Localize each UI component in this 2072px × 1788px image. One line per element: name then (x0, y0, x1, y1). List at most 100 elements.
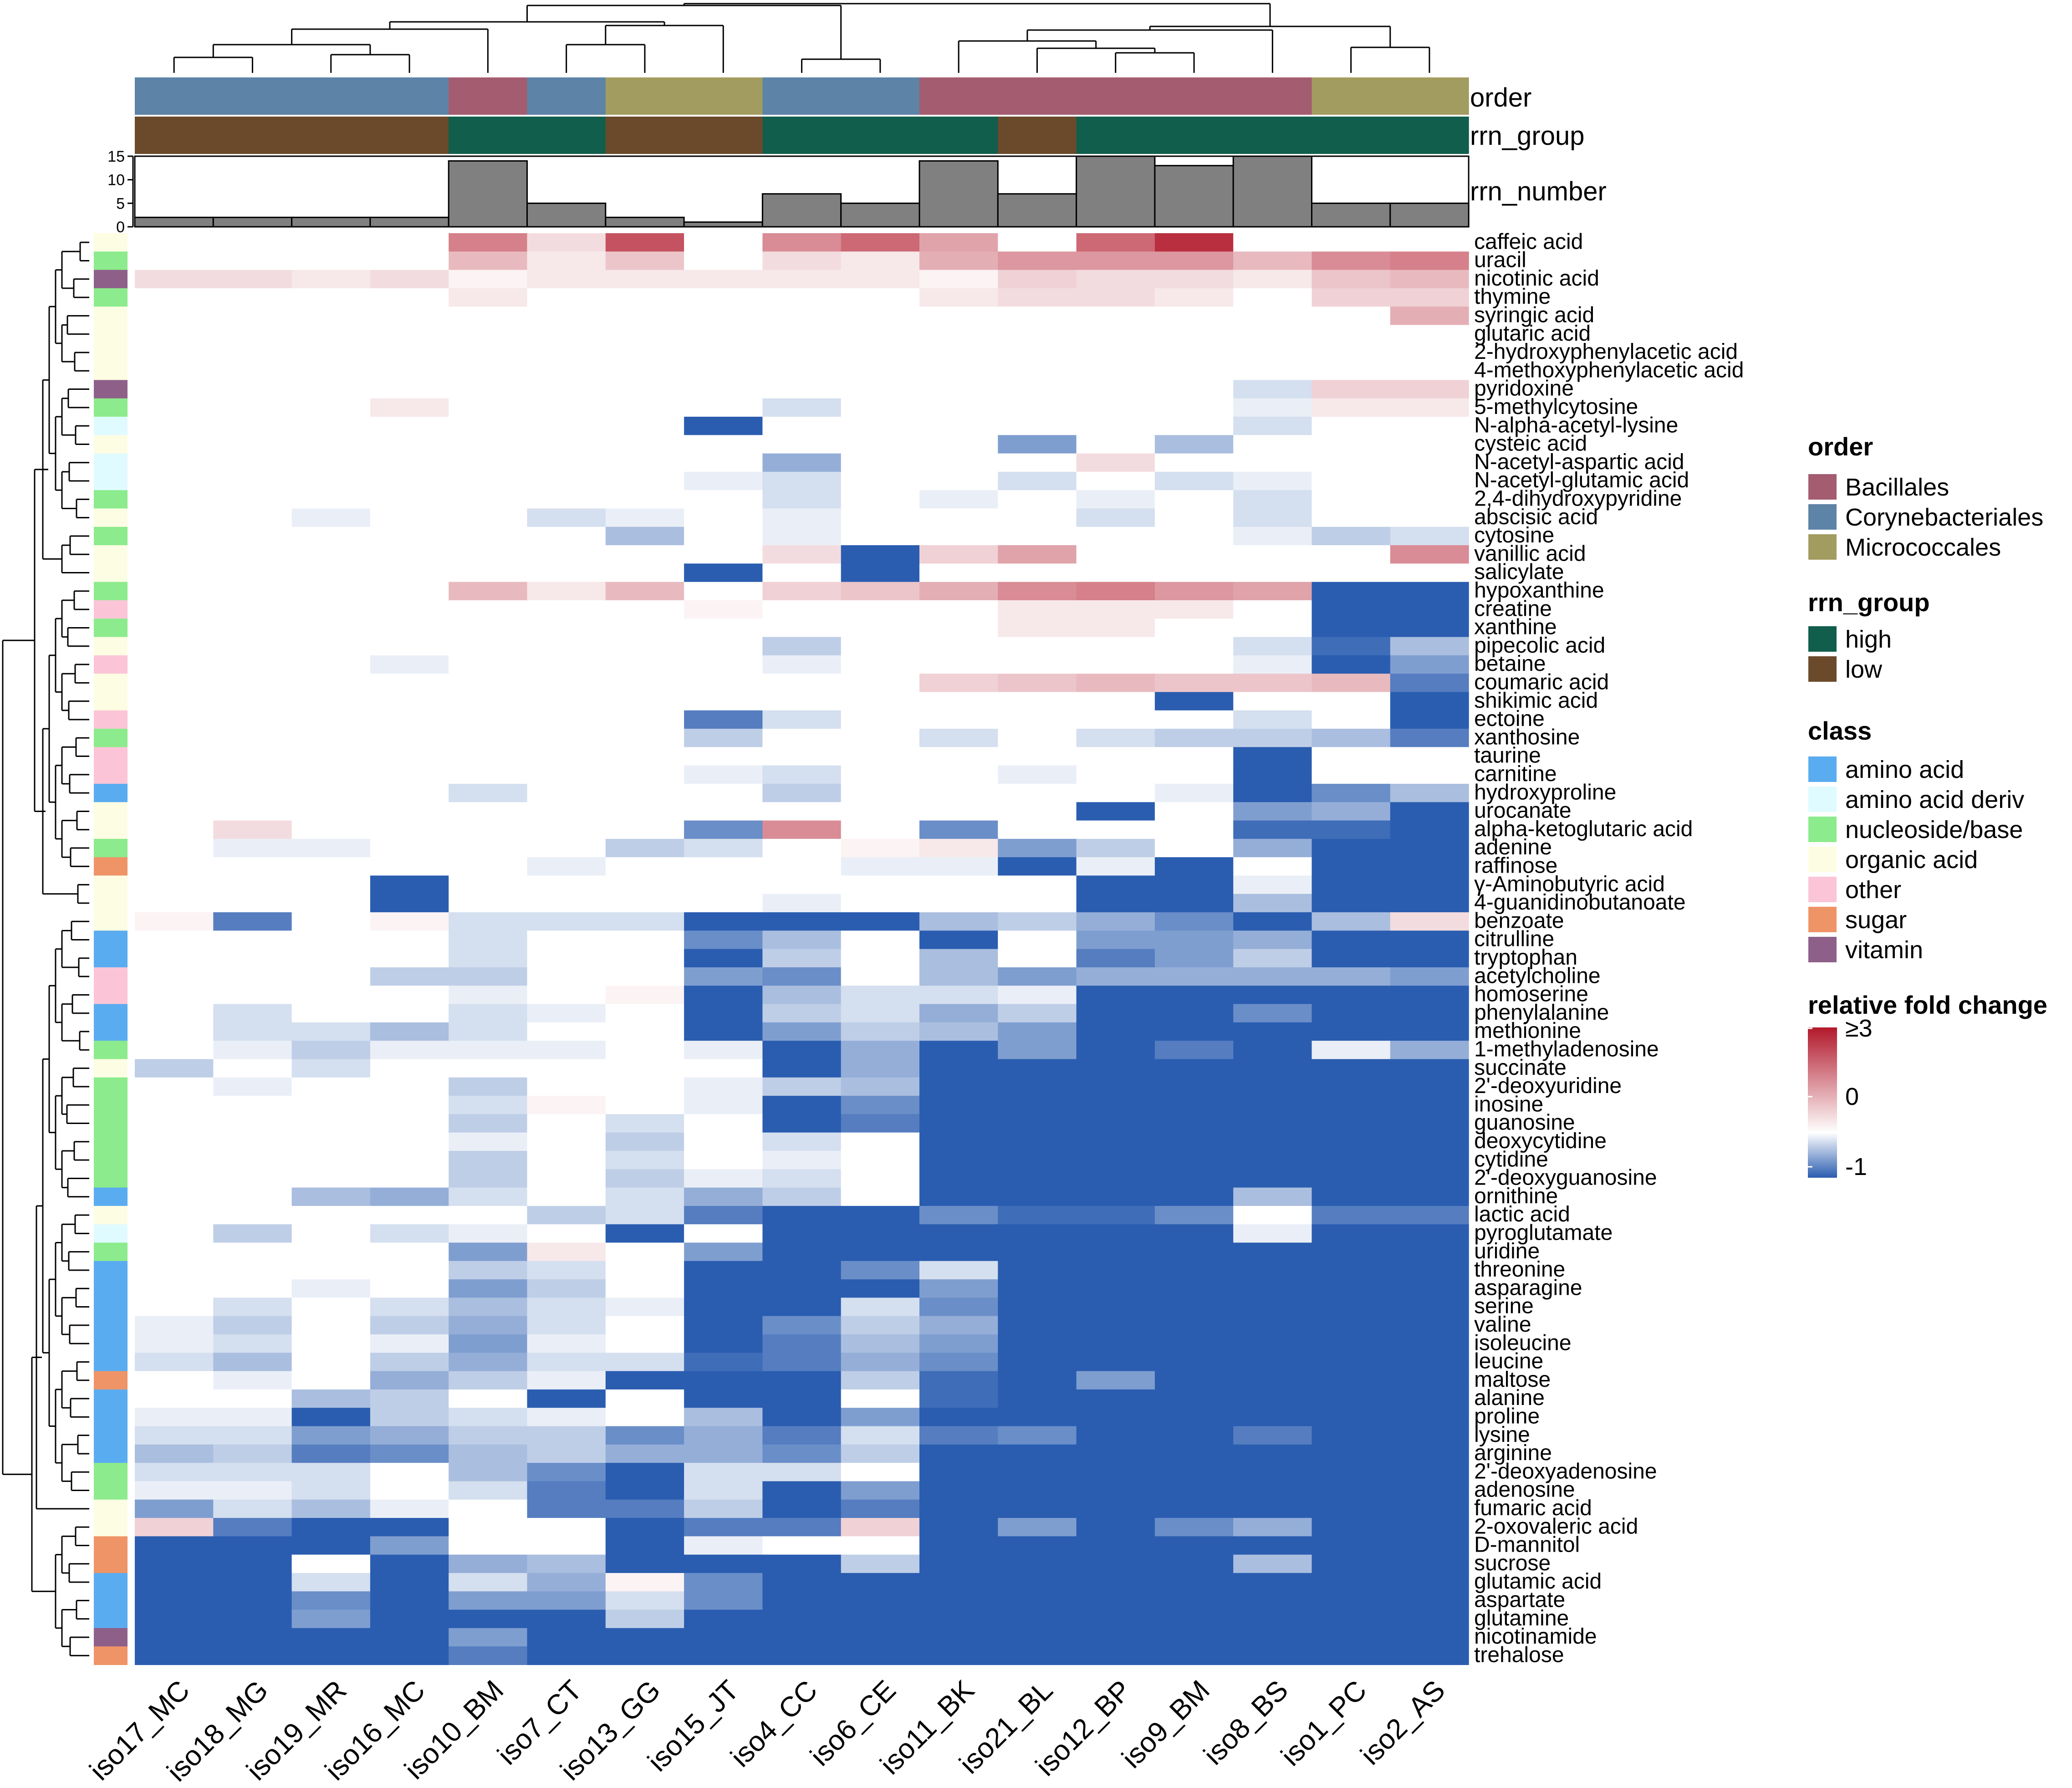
heatmap-cell (1390, 820, 1469, 839)
heatmap-cell (605, 1041, 684, 1060)
row-label-benzoate: benzoate (1474, 909, 1564, 933)
heatmap-cell (1233, 820, 1312, 839)
heatmap-cell (841, 710, 920, 729)
heatmap-cell (762, 618, 842, 638)
heatmap-cell (998, 1169, 1077, 1188)
heatmap-cell (998, 1187, 1077, 1206)
heatmap-cell (1233, 1444, 1312, 1463)
heatmap-cell (1390, 1206, 1469, 1225)
heatmap-cell (1390, 1389, 1469, 1408)
heatmap-cell (919, 1609, 998, 1629)
heatmap-cell (1390, 710, 1469, 729)
heatmap-cell (762, 1371, 842, 1390)
heatmap-cell (370, 288, 449, 307)
heatmap-cell (291, 986, 371, 1005)
heatmap-cell (841, 1426, 920, 1445)
rrn-number-tick-label: 0 (116, 219, 125, 236)
heatmap-cell (1390, 1609, 1469, 1629)
heatmap-cell (919, 1646, 998, 1665)
heatmap-cell (1390, 1151, 1469, 1170)
heatmap-cell (291, 251, 371, 271)
heatmap-cell (527, 1536, 606, 1555)
heatmap-cell (684, 325, 763, 344)
heatmap-cell (998, 894, 1077, 913)
heatmap-cell (1076, 508, 1155, 527)
heatmap-cell (1233, 1059, 1312, 1078)
heatmap-cell (449, 1426, 528, 1445)
heatmap-cell (291, 1279, 371, 1298)
heatmap-cell (684, 270, 763, 289)
order-cell (841, 77, 920, 115)
heatmap-cell (370, 1518, 449, 1537)
class-cell (94, 1408, 128, 1427)
heatmap-cell (370, 1573, 449, 1592)
heatmap-cell (998, 986, 1077, 1005)
heatmap-cell (370, 1554, 449, 1573)
heatmap-cell (370, 233, 449, 252)
heatmap-cell (1233, 930, 1312, 950)
class-cell (94, 307, 128, 326)
heatmap-cell (841, 1408, 920, 1427)
heatmap-cell (1154, 435, 1234, 454)
heatmap-cell (762, 1242, 842, 1262)
heatmap-cell (684, 1114, 763, 1133)
heatmap-cell (1154, 986, 1234, 1005)
heatmap-cell (919, 1096, 998, 1114)
heatmap-cell (605, 343, 684, 362)
heatmap-cell (213, 1426, 292, 1445)
class-cell (94, 1573, 128, 1592)
heatmap-cell (762, 563, 842, 582)
heatmap-cell (370, 325, 449, 344)
heatmap-cell (213, 325, 292, 344)
heatmap-cell (213, 508, 292, 527)
heatmap-cell (841, 1242, 920, 1262)
heatmap-cell (370, 490, 449, 509)
row-label-urocanate: urocanate (1474, 799, 1572, 823)
class-cell (94, 1041, 128, 1060)
row-label-shikimic-acid: shikimic acid (1474, 689, 1598, 713)
heatmap-cell (762, 674, 842, 693)
heatmap-cell (1312, 1389, 1391, 1408)
row-label-vanillic-acid: vanillic acid (1474, 542, 1586, 566)
order-cell (762, 77, 842, 115)
heatmap-cell (370, 949, 449, 968)
heatmap-cell (919, 288, 998, 307)
heatmap-cell (762, 1609, 842, 1629)
heatmap-cell (370, 1408, 449, 1427)
heatmap-cell (684, 802, 763, 821)
heatmap-cell (213, 1022, 292, 1041)
heatmap-cell (1233, 1573, 1312, 1592)
rrn-number-bar (1389, 202, 1470, 228)
heatmap-cell (762, 1463, 842, 1481)
heatmap-cell (919, 1151, 998, 1170)
legend-swatch-low (1807, 655, 1837, 683)
heatmap-cell (1312, 435, 1391, 454)
heatmap-cell (1390, 1224, 1469, 1243)
heatmap-cell (1154, 1298, 1234, 1317)
heatmap-cell (1076, 1316, 1155, 1335)
heatmap-cell (684, 1334, 763, 1353)
heatmap-cell (527, 398, 606, 417)
heatmap-cell (1390, 1242, 1469, 1262)
heatmap-cell (1154, 1169, 1234, 1188)
heatmap-cell (1154, 233, 1234, 252)
heatmap-cell (527, 1224, 606, 1243)
heatmap-cell (1154, 1591, 1234, 1610)
heatmap-cell (684, 1224, 763, 1243)
heatmap-cell (605, 1518, 684, 1537)
heatmap-cell (449, 1004, 528, 1023)
heatmap-cell (370, 471, 449, 490)
heatmap-cell (919, 1573, 998, 1592)
heatmap-cell (841, 1206, 920, 1225)
heatmap-cell (291, 857, 371, 876)
row-label-inosine: inosine (1474, 1092, 1543, 1116)
heatmap-cell (213, 600, 292, 619)
heatmap-cell (449, 582, 528, 601)
heatmap-cell (291, 1059, 371, 1078)
heatmap-cell (527, 1169, 606, 1188)
heatmap-cell (449, 270, 528, 289)
heatmap-cell (998, 233, 1077, 252)
heatmap-cell (213, 1242, 292, 1262)
legend-label-amino-acid-deriv: amino acid deriv (1845, 786, 2024, 813)
heatmap-cell (1076, 1426, 1155, 1445)
